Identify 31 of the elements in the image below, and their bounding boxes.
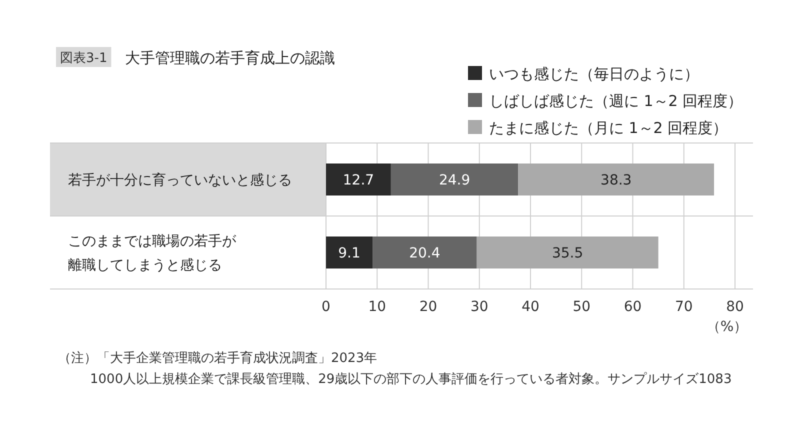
bar [326,236,373,268]
chart-title: 大手管理職の若手育成上の認識 [125,49,336,67]
x-tick-label: 0 [322,299,330,315]
x-tick-label: 50 [572,299,591,315]
x-tick-label: 10 [368,299,386,315]
data-label: 20.4 [409,246,440,262]
x-axis-title: （%） [706,319,748,335]
legend-label: いつも感じた（毎日のように） [489,65,699,83]
data-label: 9.1 [338,246,360,262]
bar [372,236,477,268]
text: 図表3-1 [60,51,108,66]
bar [518,164,714,196]
text: 1000人以上規模企業で課長級管理職、29歳以下の部下の人事評価を行っている者対象。サンプルサイズ1083 [90,371,732,387]
data-label: 35.5 [552,246,584,262]
legend-label: しばしば感じた（週に 1～2 回程度） [489,92,743,110]
data-label: 12.7 [342,172,374,188]
bar [326,164,391,196]
text: （注）「大手企業管理職の若手育成状況調査」2023年 [58,350,378,366]
x-tick-label: 60 [624,299,642,315]
data-label: 24.9 [438,172,470,188]
x-tick-label: 30 [470,299,488,315]
x-tick-label: 80 [726,299,744,315]
data-label: 38.3 [600,172,632,188]
y-tick-label: このままでは職場の若手が離職してしまうと感じる [68,234,237,274]
bar [476,236,658,268]
x-tick-label: 20 [419,299,438,315]
bar [390,164,518,196]
x-tick-label: 40 [522,299,540,315]
y-tick-label: 若手が十分に育っていないと感じる [68,172,292,188]
x-tick-label: 70 [674,299,693,315]
legend-label: たまに感じた（月に 1～2 回程度） [489,119,728,137]
